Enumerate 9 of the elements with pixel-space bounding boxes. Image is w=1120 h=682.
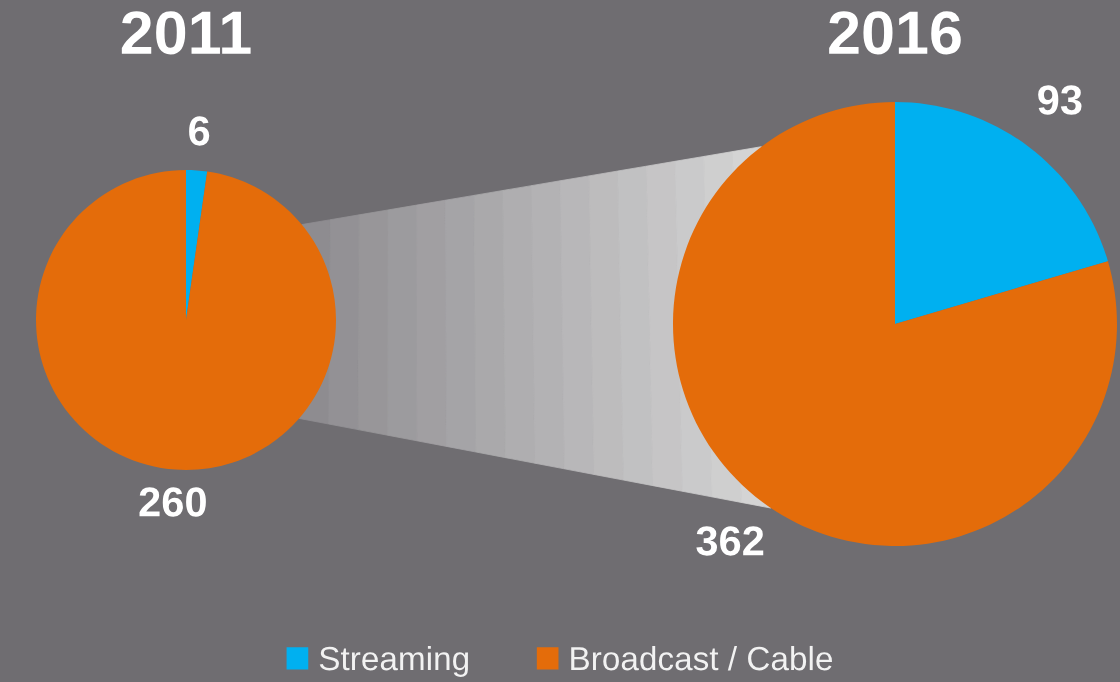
data-label: 6 — [189, 116, 210, 146]
data-label: 362 — [696, 526, 764, 556]
data-label: 93 — [1038, 85, 1082, 115]
chart-title: 2016 — [829, 11, 961, 55]
data-label: 260 — [139, 487, 206, 517]
chart-title: 2011 — [121, 11, 251, 55]
legend-label: Broadcast / Cable — [571, 645, 832, 671]
pie-slice — [36, 170, 336, 470]
legend-label: Streaming — [319, 645, 469, 677]
